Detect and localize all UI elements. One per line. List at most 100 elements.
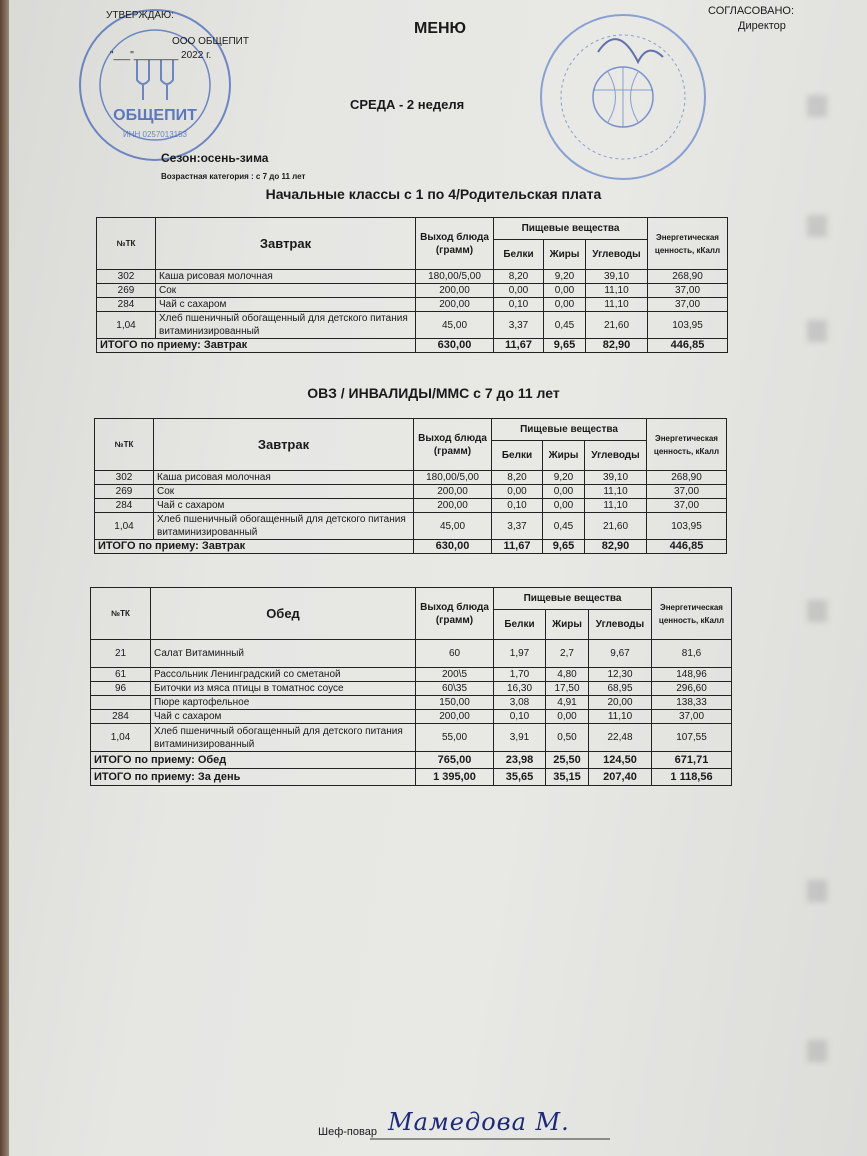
energy-cell: 37,00 [647,297,728,312]
dish-name-cell: Каша рисовая молочная [153,470,414,485]
blurred-mark [807,95,827,117]
col-energy: Энергетическая ценность, кКалл [651,587,732,640]
col-fat: Жиры [542,440,585,471]
protein-total: 11,67 [491,539,543,554]
approve-org: ООО ОБЩЕПИТ [172,36,249,47]
carbs-cell: 11,10 [584,484,647,499]
col-energy: Энергетическая ценность, кКалл [647,217,728,270]
director-signature-icon [597,38,664,65]
yield-cell: 45,00 [415,311,494,339]
carbs-cell: 11,10 [585,283,648,298]
chef-label: Шеф-повар [318,1126,377,1138]
energy-total: 446,85 [646,539,727,554]
energy-cell: 81,6 [651,639,732,668]
energy-cell: 37,00 [646,498,727,513]
energy-cell: 37,00 [646,484,727,499]
num-cell: 284 [90,709,151,724]
menu-table-2: №ТК Обед Выход блюда (грамм) Пищевые вещест… [90,587,732,786]
carbs-cell: 21,60 [585,311,648,339]
carbs-cell: 12,30 [588,667,652,682]
total-row: ИТОГО по приему: За день 1 395,00 35,65 35,… [90,768,732,786]
dish-name-cell: Биточки из мяса птицы в томатнос соусе [150,681,416,696]
energy-cell: 268,90 [647,269,728,284]
photo-edge [0,0,9,1156]
table-row: 96 Биточки из мяса птицы в томатнос соусе… [90,681,732,696]
total-label-total: ИТОГО по приему: Обед [90,751,416,769]
yield-cell: 200,00 [415,283,494,298]
signature-line [370,1138,610,1140]
carbs-total: 82,90 [584,539,647,554]
num-cell: 1,04 [94,512,154,540]
protein-cell: 0,00 [493,283,544,298]
fat-cell: 4,91 [545,695,589,710]
num-cell: 1,04 [90,723,151,752]
protein-cell: 1,97 [493,639,546,668]
total-row: ИТОГО по приему: Обед 765,00 23,98 25,50 124… [90,751,732,769]
col-protein: Белки [491,440,543,471]
num-cell: 269 [94,484,154,499]
carbs-total: 82,90 [585,338,648,353]
fat-cell: 0,00 [542,484,585,499]
day-title: СРЕДА - 2 неделя [350,97,465,112]
yield-cell: 150,00 [415,695,494,710]
fat-cell: 0,45 [543,311,586,339]
fat-cell: 0,45 [542,512,585,540]
carbs-total: 124,50 [588,751,652,769]
yield-cell: 200,00 [415,709,494,724]
col-nutrients: Пищевые вещества [493,217,648,240]
total-label-total: ИТОГО по приему: Завтрак [94,539,414,554]
season: Сезон:осень-зима [161,151,269,165]
col-energy: Энергетическая ценность, кКалл [646,418,727,471]
carbs-cell: 39,10 [584,470,647,485]
section-heading: ОВЗ / ИНВАЛИДЫ/ММС с 7 до 11 лет [307,385,560,401]
col-carbs: Углеводы [584,440,647,471]
energy-total: 671,71 [651,751,732,769]
header-row: Белки Жиры Углеводы [97,239,728,270]
fat-cell: 17,50 [545,681,589,696]
yield-total: 630,00 [415,338,494,353]
fat-cell: 4,80 [545,667,589,682]
protein-cell: 8,20 [493,269,544,284]
energy-cell: 296,60 [651,681,732,696]
age-category: Возрастная категория : с 7 до 11 лет [161,172,306,181]
yield-cell: 55,00 [415,723,494,752]
yield-cell: 60 [415,639,494,668]
fat-total: 9,65 [543,338,586,353]
protein-cell: 0,00 [491,484,543,499]
agreed-role: Директор [738,20,786,32]
yield-total: 630,00 [413,539,492,554]
carbs-cell: 11,10 [584,498,647,513]
col-nutrients: Пищевые вещества [493,587,652,610]
menu-table-1: №ТК Завтрак Выход блюда (грамм) Пищевые вещ… [94,418,727,554]
dish-name-cell: Салат Витаминный [150,639,416,668]
school-stamp [540,14,706,180]
table-row: 302 Каша рисовая молочная 180,00/5,00 8,20 9… [94,470,727,485]
col-fat: Жиры [545,609,589,640]
carbs-cell: 22,48 [588,723,652,752]
protein-cell: 8,20 [491,470,543,485]
yield-total: 765,00 [415,751,494,769]
table-row: 269 Сок 200,00 0,00 0,00 11,10 37,00 [96,283,728,298]
protein-total: 23,98 [493,751,546,769]
page-title: МЕНЮ [414,20,467,37]
col-protein: Белки [493,239,544,270]
protein-total: 35,65 [493,768,546,786]
energy-total: 1 118,56 [651,768,732,786]
col-yield: Выход блюда (грамм) [415,587,494,640]
yield-cell: 60\35 [415,681,494,696]
dish-name-cell: Сок [153,484,414,499]
approve-date: "___"________ 2022 г. [110,50,212,61]
table-row: Пюре картофельное 150,00 3,08 4,91 20,00 138,… [90,695,732,710]
total-row: ИТОГО по приему: Завтрак 630,00 11,67 9,65 8… [94,539,727,554]
dish-name-cell: Хлеб пшеничный обогащенный для детского … [155,311,416,339]
fat-total: 35,15 [545,768,589,786]
col-yield: Выход блюда (грамм) [415,217,494,270]
dish-name-cell: Сок [155,283,416,298]
table-row: 61 Рассольник Ленинградский со сметаной 20… [90,667,732,682]
carbs-total: 207,40 [588,768,652,786]
col-carbs: Углеводы [588,609,652,640]
dish-name-cell: Хлеб пшеничный обогащенный для детского … [153,512,414,540]
col-fat: Жиры [543,239,586,270]
agreed-label: СОГЛАСОВАНО: [708,5,795,17]
protein-cell: 1,70 [493,667,546,682]
